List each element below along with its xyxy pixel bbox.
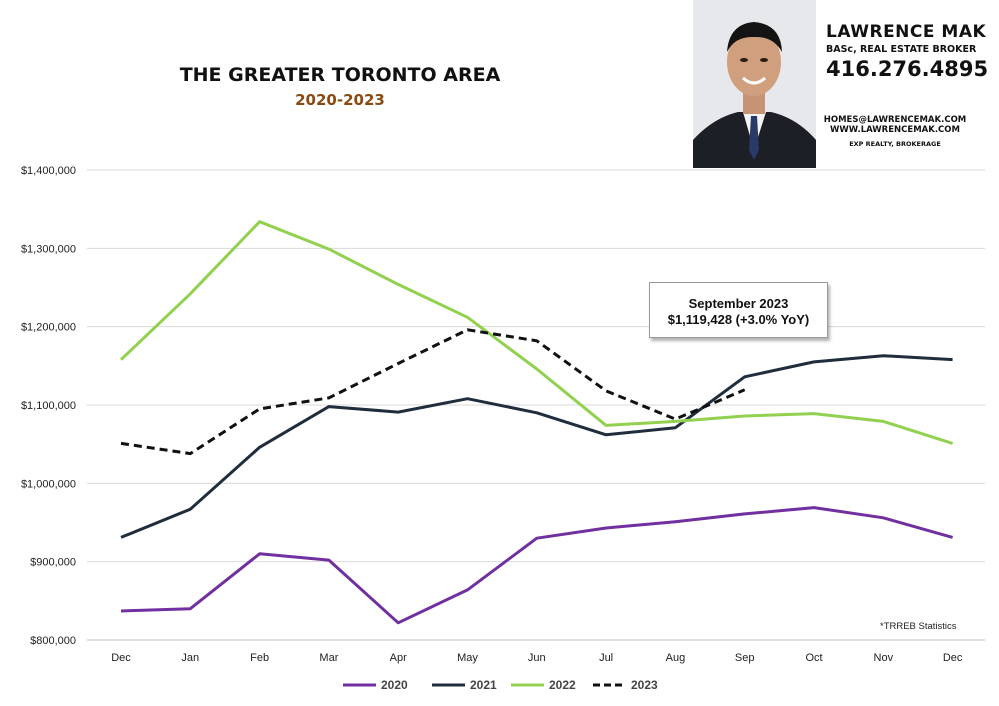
series-line-2022 — [119, 220, 954, 445]
agent-contact-block: LAWRENCE MAK BASc, REAL ESTATE BROKER 41… — [824, 22, 996, 148]
legend-label: 2023 — [631, 678, 658, 692]
y-tick-label: $1,200,000 — [21, 322, 76, 334]
y-tick-label: $1,300,000 — [21, 243, 76, 255]
x-tick-label: Feb — [250, 652, 269, 664]
series-line-2021 — [120, 354, 953, 539]
legend-label: 2021 — [470, 678, 497, 692]
agent-portrait-image — [693, 0, 816, 168]
y-tick-label: $1,100,000 — [21, 400, 76, 412]
agent-name: LAWRENCE MAK — [826, 22, 987, 42]
x-tick-label: Dec — [111, 652, 131, 664]
x-tick-label: Aug — [666, 652, 686, 664]
annotation-line-2: $1,119,428 (+3.0% YoY) — [667, 312, 810, 327]
y-tick-label: $900,000 — [30, 557, 76, 569]
series-line-2020 — [120, 506, 954, 625]
x-axis-labels: Dec Jan Feb Mar Apr May Jun Jul Aug Sep Oct Nov Dec — [111, 652, 963, 664]
agent-photo — [693, 0, 816, 168]
x-tick-label: Sep — [735, 652, 755, 664]
agent-website: WWW.LAWRENCEMAK.COM — [830, 125, 960, 135]
legend-label: 2020 — [381, 678, 408, 692]
agent-brokerage: EXP REALTY, BROKERAGE — [849, 140, 941, 148]
y-tick-label: $1,400,000 — [21, 165, 76, 177]
x-tick-label: Apr — [390, 652, 407, 664]
chart-subtitle: 2020-2023 — [295, 91, 385, 109]
x-tick-label: Jan — [181, 652, 199, 664]
grid-lines — [87, 169, 985, 641]
x-tick-label: Nov — [874, 652, 894, 664]
agent-credentials: BASc, REAL ESTATE BROKER — [826, 44, 977, 55]
x-tick-label: Jun — [528, 652, 546, 664]
source-note: *TRREB Statistics — [880, 621, 957, 632]
x-tick-label: Dec — [943, 652, 963, 664]
x-tick-label: May — [457, 652, 478, 664]
x-tick-label: Oct — [805, 652, 822, 664]
x-tick-label: Jul — [599, 652, 613, 664]
legend-label: 2022 — [549, 678, 576, 692]
chart-title: THE GREATER TORONTO AREA — [179, 64, 501, 86]
y-axis-labels: $800,000 $900,000 $1,000,000 $1,100,000 $1,2… — [21, 165, 76, 647]
annotation-callout: September 2023 $1,119,428 (+3.0% YoY) — [649, 282, 828, 338]
legend: 2020 2021 2022 2023 — [343, 678, 658, 692]
series-lines — [119, 220, 954, 625]
series-line-2023 — [120, 328, 746, 456]
x-tick-label: Mar — [319, 652, 338, 664]
y-tick-label: $800,000 — [30, 635, 76, 647]
annotation-line-1: September 2023 — [688, 296, 789, 311]
y-tick-label: $1,000,000 — [21, 478, 76, 490]
agent-phone: 416.276.4895 — [826, 57, 989, 81]
agent-email: HOMES@LAWRENCEMAK.COM — [823, 115, 967, 125]
